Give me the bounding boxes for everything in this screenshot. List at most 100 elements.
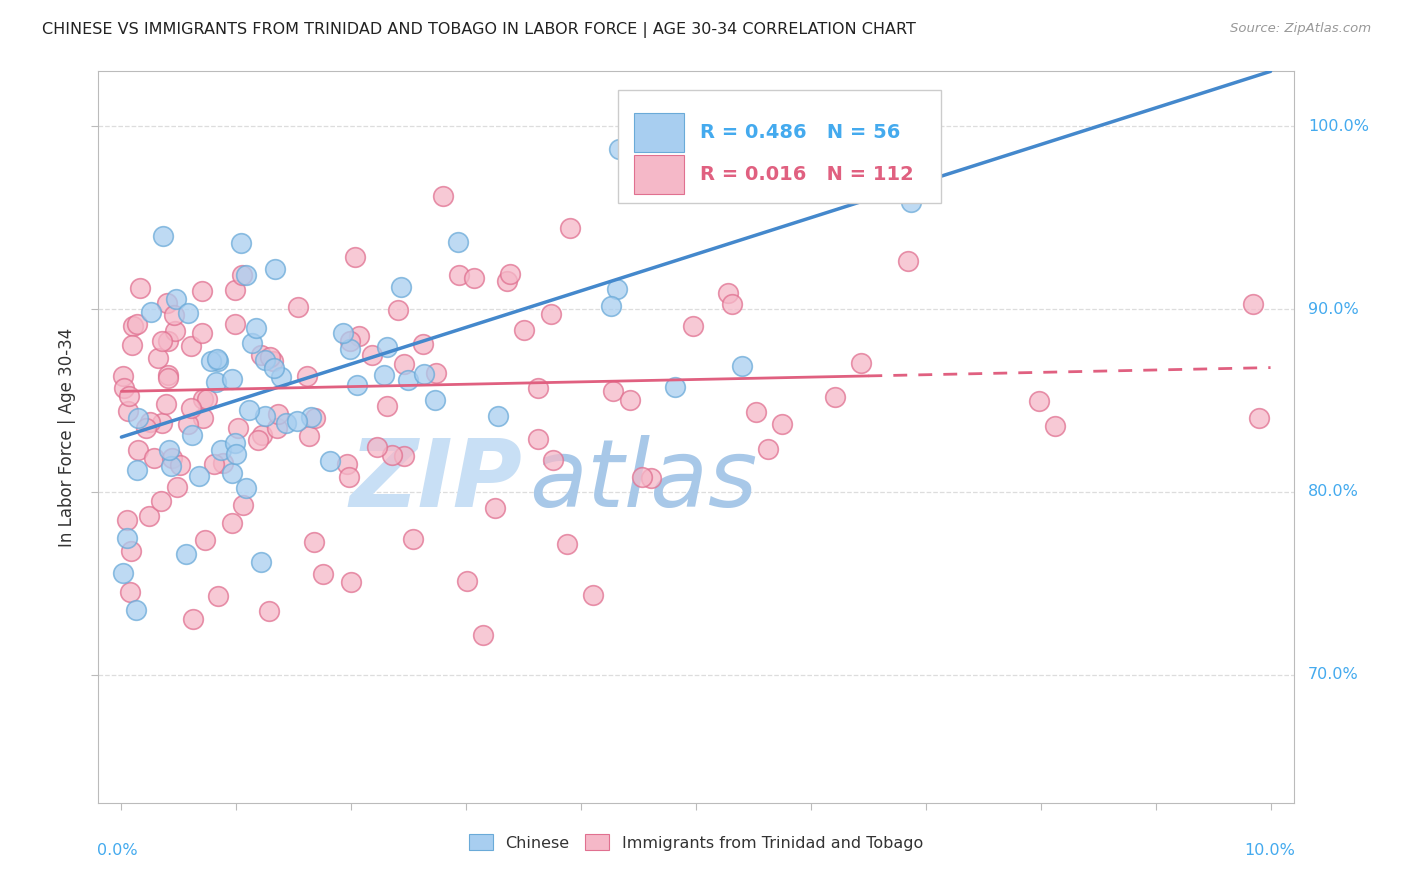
Point <box>499 268 522 282</box>
Point <box>347 328 370 343</box>
Point <box>177 306 200 320</box>
Point <box>312 566 335 581</box>
Point <box>1241 297 1264 311</box>
Point <box>115 531 138 545</box>
Point <box>263 262 285 277</box>
Point <box>285 414 308 428</box>
FancyBboxPatch shape <box>634 113 685 153</box>
Point <box>166 480 188 494</box>
Point <box>600 299 623 313</box>
Point <box>299 409 322 424</box>
Point <box>259 351 281 365</box>
Point <box>127 443 149 458</box>
Point <box>682 318 704 333</box>
Point <box>238 403 260 417</box>
Point <box>232 498 254 512</box>
Point <box>174 547 197 561</box>
Point <box>302 535 325 549</box>
Point <box>730 359 752 373</box>
Point <box>262 353 284 368</box>
Point <box>745 405 768 419</box>
Y-axis label: In Labor Force | Age 30-34: In Labor Force | Age 30-34 <box>58 327 76 547</box>
Point <box>318 454 340 468</box>
Point <box>155 396 177 410</box>
Point <box>527 433 550 447</box>
Point <box>221 372 243 386</box>
Point <box>250 348 273 362</box>
Point <box>150 416 173 430</box>
Point <box>117 513 139 527</box>
Point <box>157 371 180 385</box>
Point <box>756 442 779 456</box>
Point <box>207 353 229 368</box>
Point <box>205 351 228 366</box>
Point <box>267 407 290 421</box>
Point <box>129 281 152 295</box>
Point <box>202 457 225 471</box>
Point <box>157 442 180 457</box>
Point <box>169 458 191 472</box>
Point <box>165 324 187 338</box>
Point <box>139 416 162 430</box>
Point <box>387 302 409 317</box>
Point <box>135 421 157 435</box>
Point <box>375 340 398 354</box>
Point <box>188 468 211 483</box>
Point <box>160 458 183 473</box>
Point <box>361 348 384 362</box>
Point <box>180 427 202 442</box>
Point <box>607 142 630 156</box>
Point <box>191 284 214 298</box>
Text: Source: ZipAtlas.com: Source: ZipAtlas.com <box>1230 22 1371 36</box>
Point <box>156 334 179 349</box>
Point <box>432 189 454 203</box>
Point <box>209 442 232 457</box>
Point <box>207 589 229 603</box>
Point <box>112 368 135 383</box>
Point <box>122 319 145 334</box>
Point <box>190 326 212 340</box>
Text: R = 0.016   N = 112: R = 0.016 N = 112 <box>700 165 914 184</box>
Point <box>770 417 793 431</box>
Point <box>717 285 740 300</box>
Point <box>163 308 186 322</box>
Point <box>111 566 134 581</box>
Point <box>412 337 434 351</box>
Point <box>484 500 506 515</box>
Point <box>398 373 420 387</box>
Point <box>221 467 243 481</box>
Point <box>849 356 872 370</box>
Point <box>225 447 247 461</box>
Point <box>555 537 578 551</box>
Point <box>339 575 361 590</box>
Point <box>449 268 471 283</box>
Point <box>298 429 321 443</box>
Text: atlas: atlas <box>529 435 756 526</box>
Point <box>560 220 582 235</box>
Text: 70.0%: 70.0% <box>1308 667 1358 682</box>
Point <box>139 304 162 318</box>
Point <box>231 268 253 283</box>
Point <box>606 282 628 296</box>
Point <box>389 280 412 294</box>
Point <box>180 401 202 416</box>
Point <box>127 411 149 425</box>
Point <box>413 367 436 381</box>
Point <box>118 389 141 403</box>
Point <box>247 433 270 447</box>
Point <box>900 195 922 210</box>
Point <box>152 229 174 244</box>
Point <box>165 292 187 306</box>
Legend: Chinese, Immigrants from Trinidad and Tobago: Chinese, Immigrants from Trinidad and To… <box>463 828 929 857</box>
Point <box>240 336 263 351</box>
Point <box>332 326 354 340</box>
Point <box>150 334 173 349</box>
Point <box>121 338 143 352</box>
Point <box>245 321 267 335</box>
Point <box>392 357 415 371</box>
Point <box>1247 411 1270 425</box>
Point <box>221 516 243 530</box>
Point <box>180 339 202 353</box>
Point <box>824 390 846 404</box>
Point <box>204 376 226 390</box>
